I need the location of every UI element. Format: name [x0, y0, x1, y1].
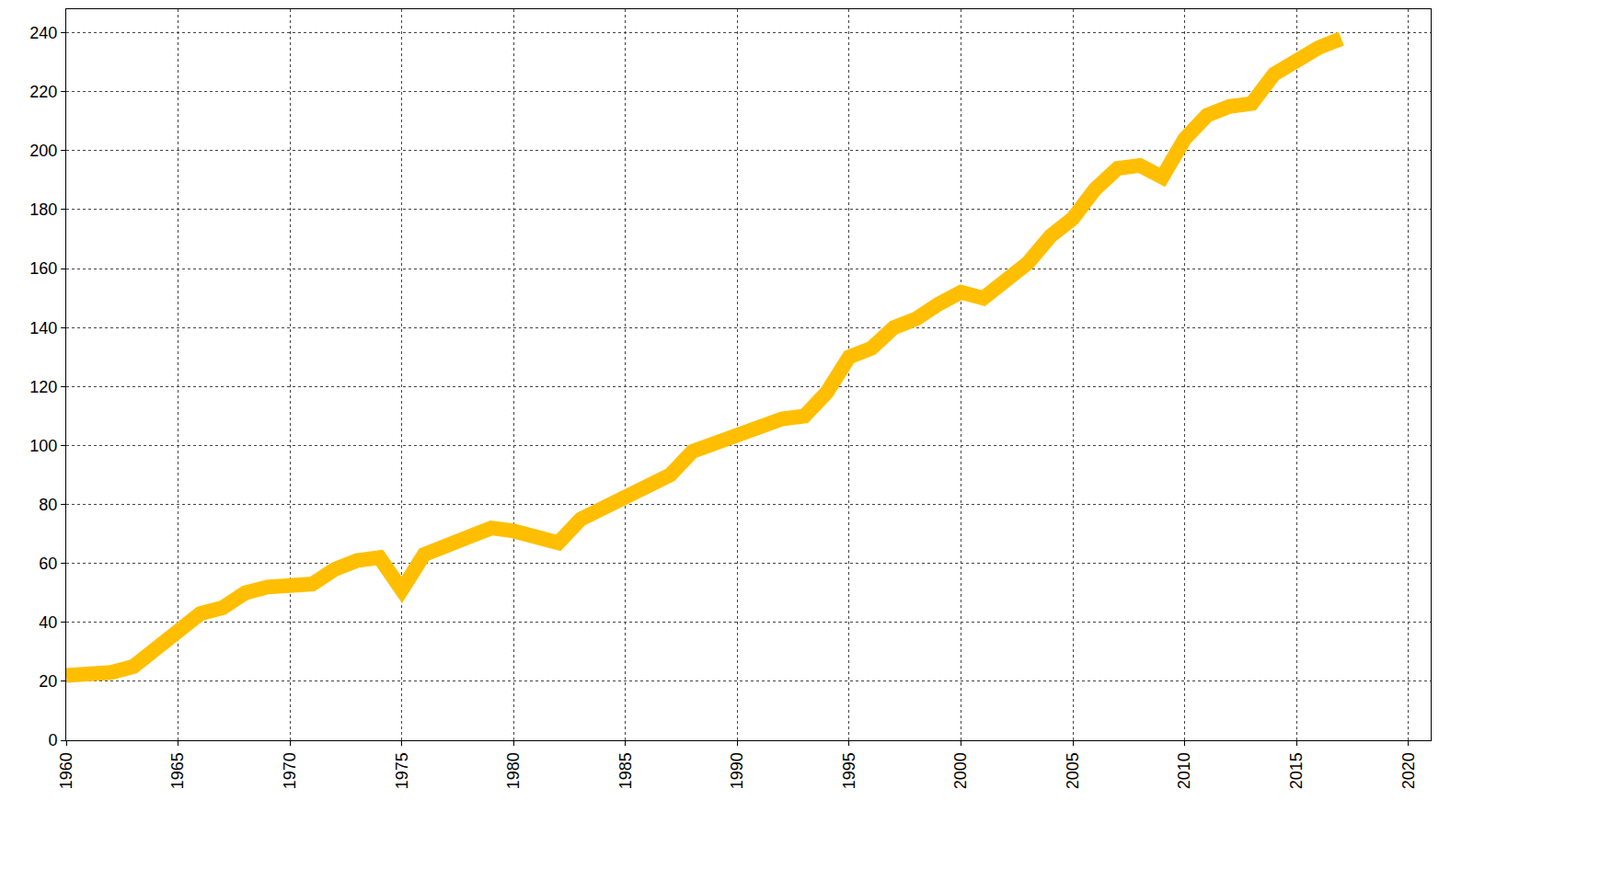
svg-text:1975: 1975 [392, 752, 412, 790]
svg-text:1980: 1980 [504, 752, 523, 790]
svg-text:140: 140 [29, 319, 58, 338]
svg-text:160: 160 [29, 259, 58, 278]
svg-text:1970: 1970 [280, 752, 300, 790]
svg-text:240: 240 [29, 23, 58, 43]
svg-text:2015: 2015 [1287, 752, 1306, 790]
svg-text:2020: 2020 [1399, 752, 1418, 790]
svg-text:20: 20 [38, 672, 58, 691]
svg-text:1995: 1995 [840, 752, 859, 790]
svg-text:40: 40 [38, 613, 58, 633]
svg-text:1990: 1990 [727, 752, 747, 790]
svg-text:220: 220 [29, 82, 58, 102]
svg-text:0: 0 [47, 731, 58, 750]
svg-text:2005: 2005 [1063, 752, 1083, 790]
svg-text:100: 100 [29, 437, 58, 456]
svg-text:2010: 2010 [1174, 752, 1194, 790]
svg-text:2000: 2000 [951, 752, 970, 790]
svg-text:60: 60 [38, 554, 58, 574]
svg-text:1985: 1985 [616, 752, 635, 790]
svg-text:180: 180 [29, 200, 58, 219]
svg-text:200: 200 [29, 141, 58, 161]
svg-text:80: 80 [38, 495, 58, 515]
svg-text:1965: 1965 [168, 752, 187, 790]
svg-text:1960: 1960 [57, 752, 76, 790]
svg-text:120: 120 [29, 378, 58, 397]
